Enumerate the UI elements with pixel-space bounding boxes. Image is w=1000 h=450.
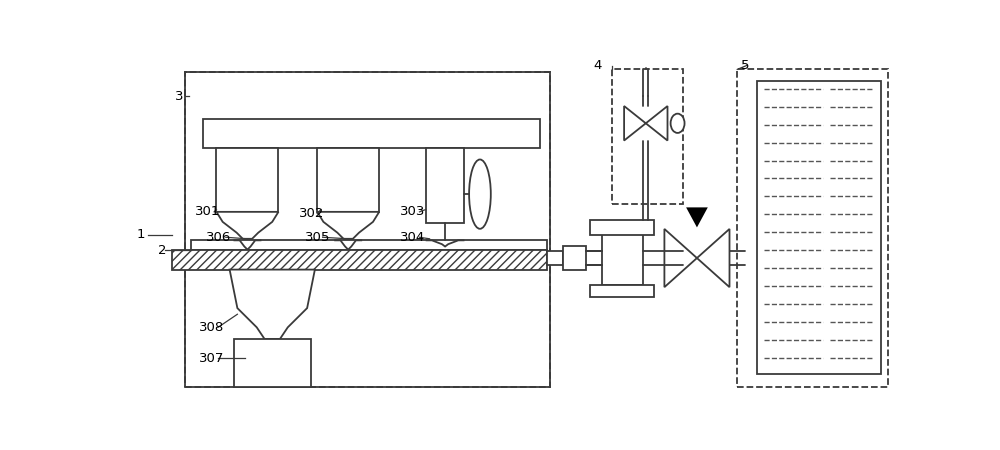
Text: 301: 301 <box>195 205 220 218</box>
Polygon shape <box>230 270 315 339</box>
Bar <box>185 72 550 387</box>
Bar <box>172 250 547 270</box>
Text: 304: 304 <box>400 231 425 244</box>
Polygon shape <box>697 229 730 287</box>
Bar <box>317 148 379 212</box>
Polygon shape <box>624 106 646 140</box>
Ellipse shape <box>469 159 491 229</box>
Ellipse shape <box>671 114 685 133</box>
Bar <box>547 251 563 265</box>
Polygon shape <box>664 229 697 287</box>
Bar <box>426 148 464 223</box>
Text: 2: 2 <box>158 244 166 257</box>
Polygon shape <box>646 106 668 140</box>
Bar <box>234 339 311 387</box>
Text: 3: 3 <box>175 90 184 103</box>
Polygon shape <box>317 212 379 239</box>
Bar <box>737 69 888 387</box>
Polygon shape <box>686 207 708 227</box>
Text: 308: 308 <box>199 321 224 334</box>
Text: 303: 303 <box>400 205 426 218</box>
Bar <box>563 246 586 270</box>
Text: 5: 5 <box>741 59 750 72</box>
Text: 302: 302 <box>299 207 325 220</box>
Bar <box>602 231 643 285</box>
Bar <box>191 240 547 250</box>
Bar <box>590 220 654 235</box>
Bar <box>216 148 278 212</box>
Bar <box>590 285 654 297</box>
Text: 1: 1 <box>137 229 145 242</box>
Bar <box>185 72 550 387</box>
Bar <box>202 119 540 148</box>
Bar <box>757 81 881 373</box>
Text: 306: 306 <box>206 231 232 244</box>
Polygon shape <box>216 212 278 239</box>
Text: 307: 307 <box>199 351 224 364</box>
Text: 305: 305 <box>305 231 330 244</box>
Text: 4: 4 <box>594 59 602 72</box>
Bar <box>612 69 683 204</box>
